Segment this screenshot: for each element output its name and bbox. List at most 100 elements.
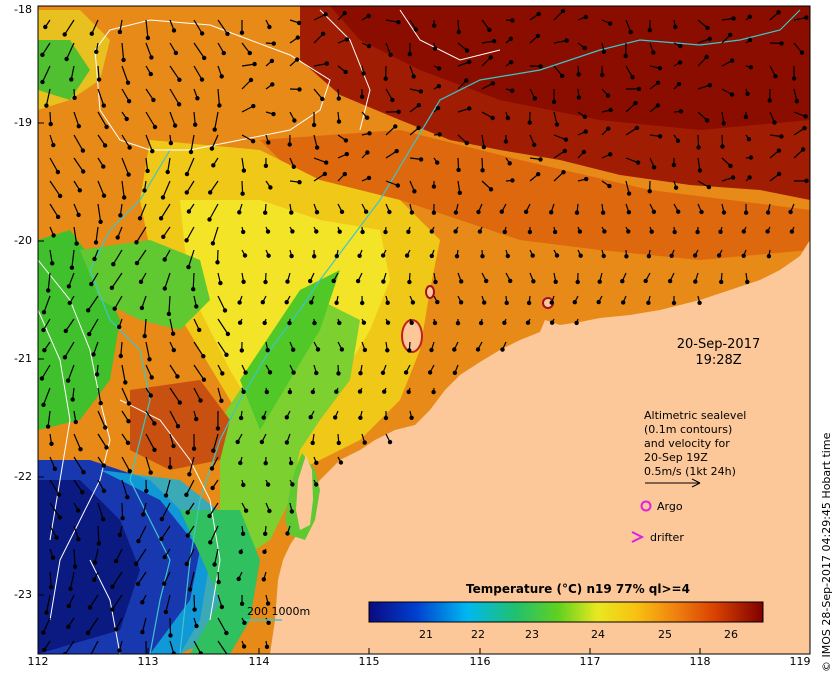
velocity-arrow xyxy=(111,571,123,588)
velocity-arrow xyxy=(193,42,205,59)
velocity-arrow-head xyxy=(96,77,102,82)
velocity-arrow-head xyxy=(649,229,654,234)
velocity-arrow-head xyxy=(66,624,71,630)
velocity-arrow xyxy=(121,65,129,83)
velocity-arrow-head xyxy=(435,160,440,165)
velocity-arrow-head xyxy=(194,304,199,309)
velocity-arrow-head xyxy=(284,440,290,445)
velocity-arrow-head xyxy=(195,96,200,101)
velocity-arrow-head xyxy=(118,213,123,218)
velocity-arrow-head xyxy=(177,400,182,405)
velocity-arrow xyxy=(73,456,85,473)
velocity-arrow-head xyxy=(554,253,560,258)
velocity-arrow-head xyxy=(243,508,249,513)
velocity-arrow-head xyxy=(406,229,411,234)
velocity-arrow xyxy=(42,387,51,406)
velocity-arrow xyxy=(145,42,152,58)
velocity-arrow-head xyxy=(54,535,59,540)
legend-line: and velocity for xyxy=(644,437,730,450)
velocity-arrow-head xyxy=(510,178,515,183)
velocity-arrow-head xyxy=(453,210,459,215)
velocity-arrow-head xyxy=(40,52,45,58)
velocity-arrow xyxy=(193,364,205,381)
velocity-arrow-head xyxy=(209,466,215,471)
velocity-arrow-head xyxy=(721,210,727,215)
velocity-arrow-head xyxy=(412,189,417,194)
velocity-arrow-head xyxy=(201,55,207,61)
velocity-arrow-head xyxy=(199,77,205,82)
velocity-arrow-head xyxy=(117,648,122,653)
velocity-arrow xyxy=(145,433,156,451)
velocity-arrow xyxy=(145,19,149,38)
velocity-arrow xyxy=(87,295,99,311)
depth-legend-label: 200 1000m xyxy=(247,605,311,618)
velocity-arrow-head xyxy=(564,38,569,43)
velocity-arrow-head xyxy=(381,279,386,284)
velocity-arrow-head xyxy=(380,370,386,375)
velocity-arrow-head xyxy=(675,138,681,143)
velocity-arrow-head xyxy=(123,380,128,385)
velocity-arrow xyxy=(217,617,227,634)
velocity-arrow-head xyxy=(56,492,62,497)
velocity-arrow-head xyxy=(101,193,107,198)
velocity-arrow-head xyxy=(241,279,246,284)
velocity-arrow xyxy=(121,157,130,175)
velocity-arrow-head xyxy=(464,78,469,83)
velocity-arrow-head xyxy=(624,254,629,259)
velocity-arrow-head xyxy=(552,229,558,235)
velocity-arrow-head xyxy=(271,111,276,117)
velocity-arrow-head xyxy=(268,185,273,190)
velocity-arrow-head xyxy=(295,35,300,40)
velocity-arrow-head xyxy=(96,541,102,546)
velocity-arrow-head xyxy=(162,286,167,291)
velocity-arrow-head xyxy=(152,421,157,426)
velocity-arrow-head xyxy=(779,134,784,139)
velocity-arrow-head xyxy=(697,300,702,305)
velocity-arrow-head xyxy=(87,605,93,610)
velocity-arrow xyxy=(64,341,75,358)
velocity-arrow-head xyxy=(166,311,172,317)
velocity-arrow-head xyxy=(321,31,326,37)
velocity-arrow-head xyxy=(336,119,342,124)
velocity-arrow-head xyxy=(431,210,437,215)
velocity-arrow-head xyxy=(314,209,320,215)
velocity-arrow-head xyxy=(175,374,180,379)
velocity-arrow-head xyxy=(239,30,245,35)
y-tick: -22 xyxy=(14,470,32,483)
velocity-arrow-head xyxy=(697,168,703,173)
velocity-arrow-head xyxy=(549,300,554,305)
velocity-arrow-head xyxy=(287,389,293,395)
velocity-arrow xyxy=(73,157,84,172)
velocity-arrow-head xyxy=(530,253,535,258)
velocity-arrow-head xyxy=(101,488,107,493)
velocity-arrow-head xyxy=(502,229,507,235)
velocity-arrow-head xyxy=(538,157,543,162)
velocity-arrow-head xyxy=(297,87,302,92)
velocity-arrow-head xyxy=(159,536,164,542)
velocity-arrow-head xyxy=(382,389,387,394)
velocity-arrow-head xyxy=(404,253,410,258)
velocity-arrow-head xyxy=(51,233,56,238)
velocity-arrow-head xyxy=(220,371,225,376)
velocity-arrow-head xyxy=(476,209,481,215)
velocity-arrow-head xyxy=(500,347,505,352)
velocity-arrow-head xyxy=(308,278,313,284)
velocity-arrow-head xyxy=(186,264,191,270)
velocity-arrow xyxy=(49,479,60,496)
velocity-arrow-head xyxy=(436,66,442,71)
velocity-arrow-head xyxy=(358,371,363,376)
velocity-arrow-head xyxy=(413,27,419,32)
velocity-arrow-head xyxy=(145,168,150,174)
velocity-arrow-head xyxy=(324,160,329,165)
velocity-arrow-head xyxy=(643,278,648,284)
velocity-arrow-head xyxy=(98,219,103,224)
velocity-arrow-head xyxy=(728,163,733,169)
velocity-arrow-head xyxy=(261,577,266,582)
velocity-arrow-head xyxy=(801,147,806,152)
velocity-arrow-head xyxy=(237,300,242,305)
velocity-arrow-head xyxy=(291,164,296,169)
velocity-arrow xyxy=(121,180,125,198)
velocity-arrow xyxy=(217,19,228,35)
velocity-arrow-head xyxy=(789,229,795,234)
velocity-arrow-head xyxy=(284,300,289,305)
